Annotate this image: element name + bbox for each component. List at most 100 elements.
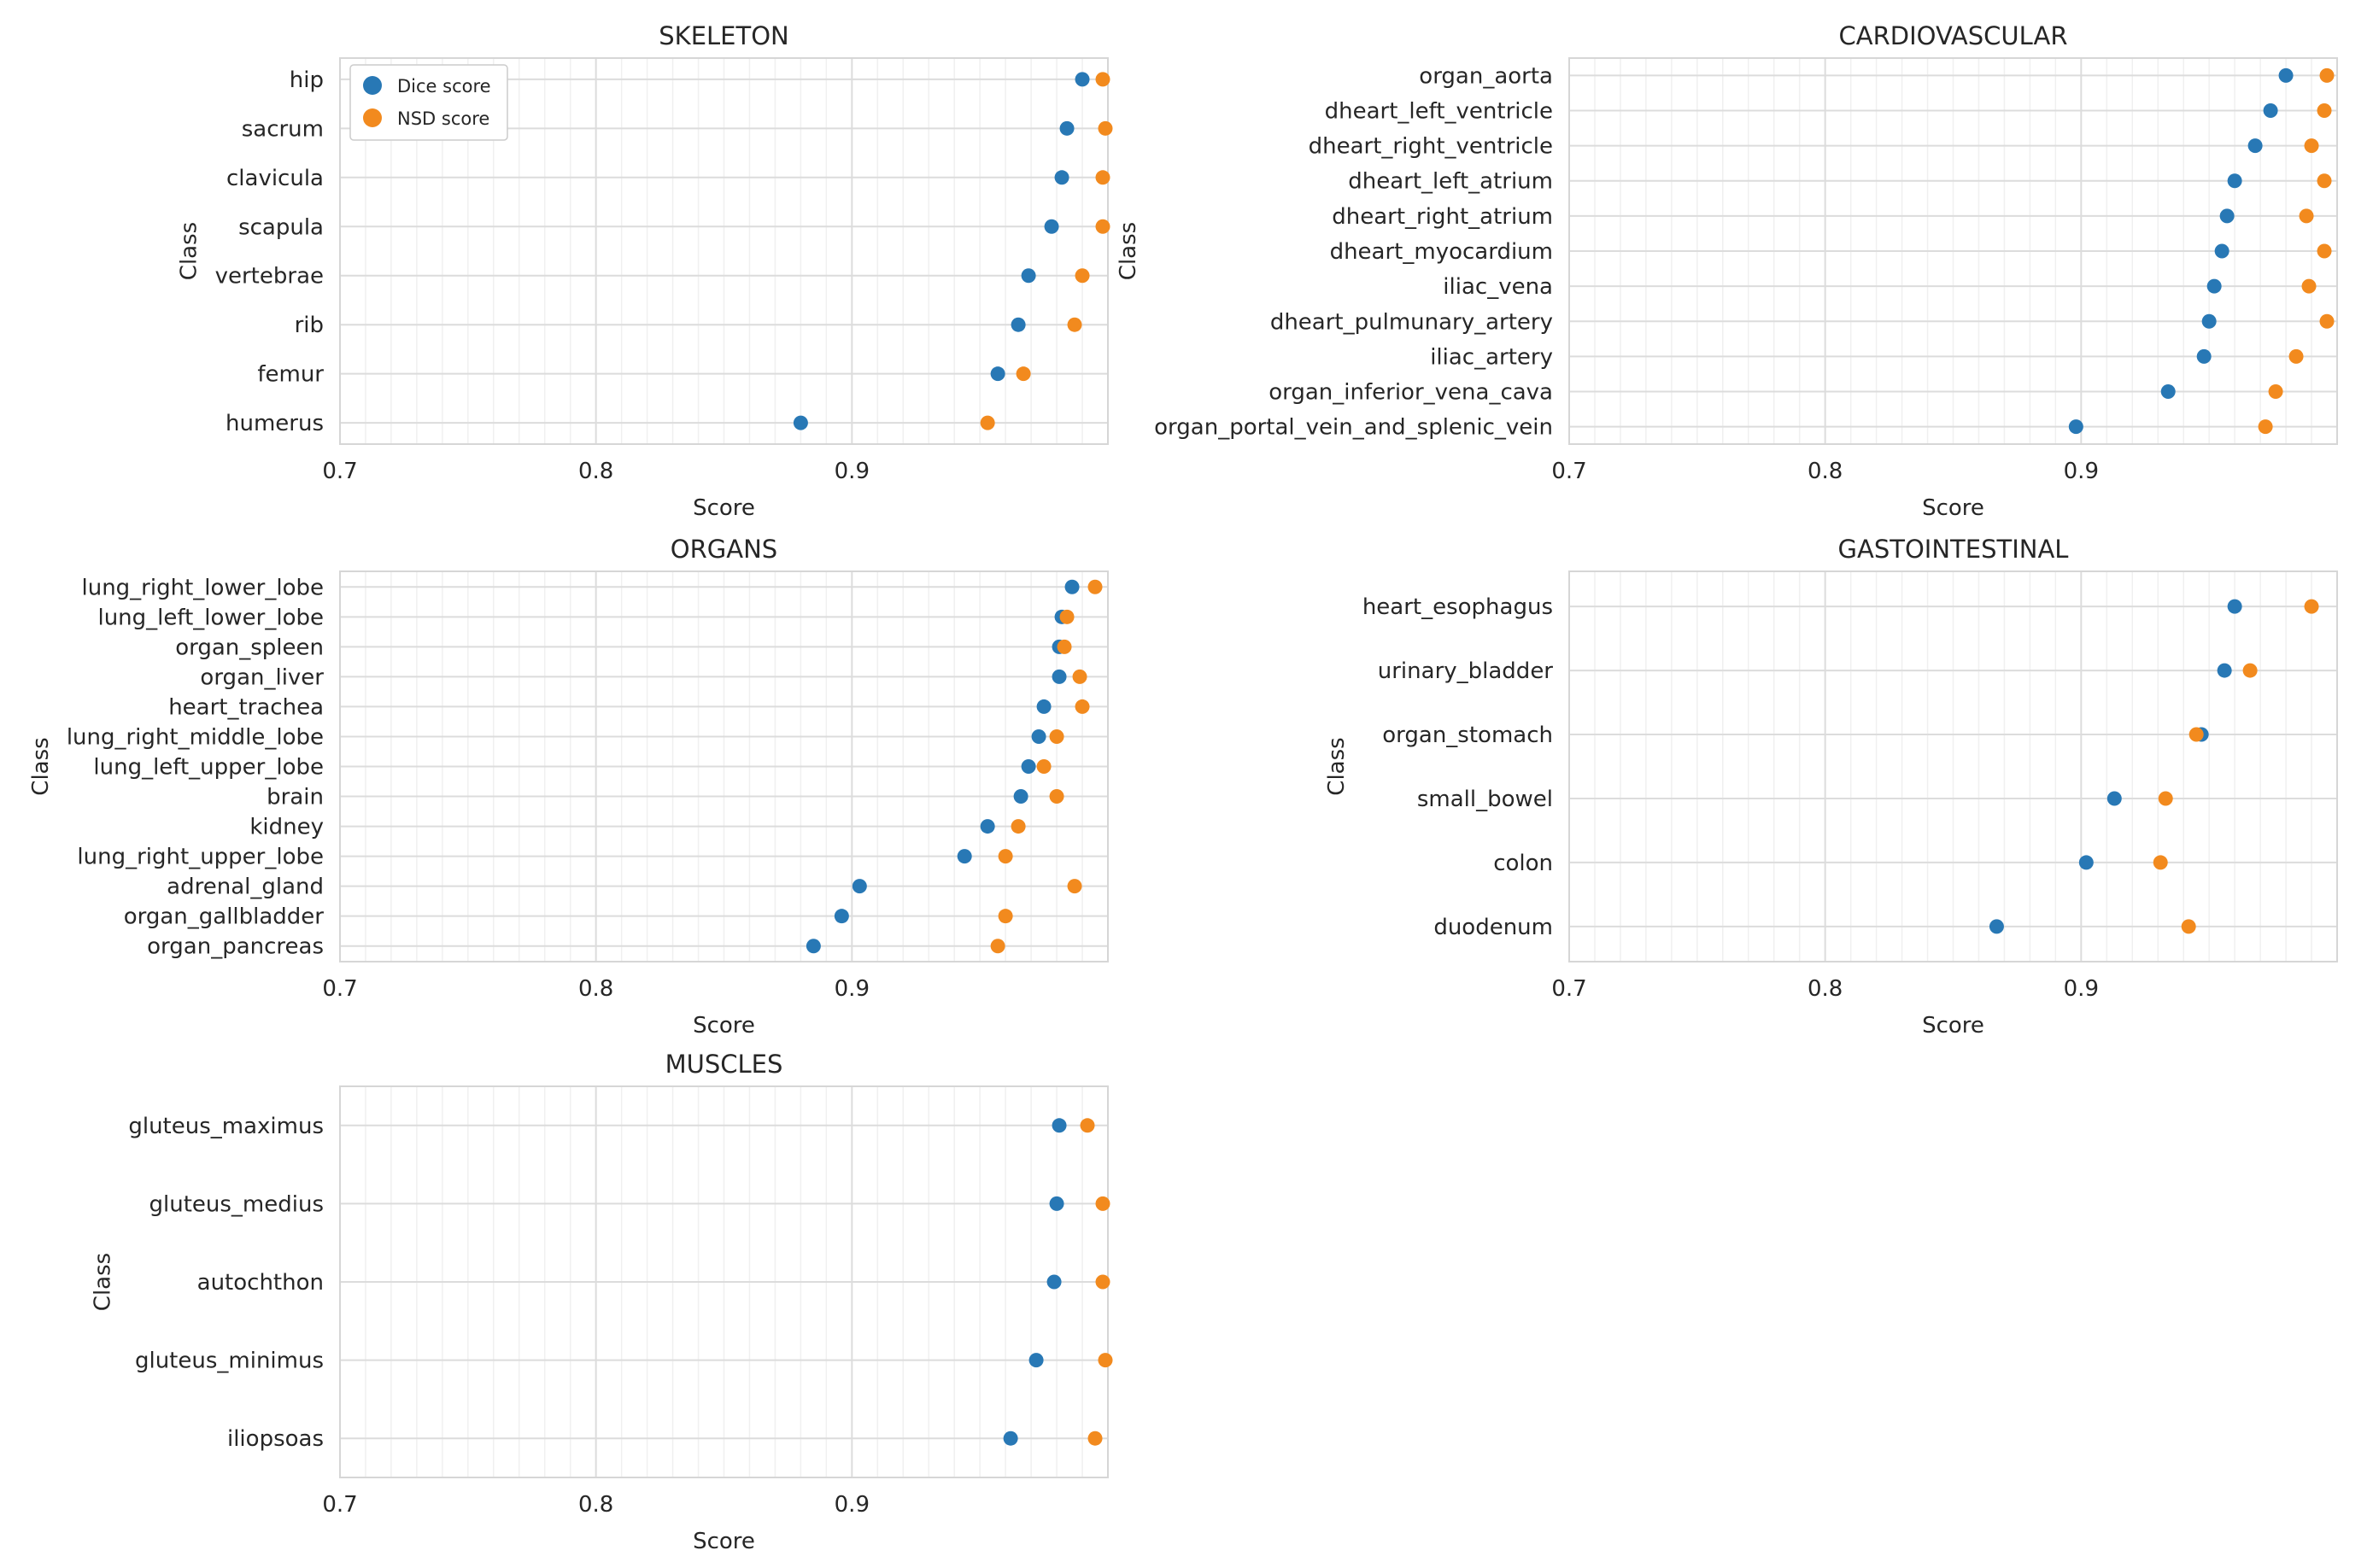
nsd-point-urinary-bladder	[2242, 663, 2258, 678]
nsd-point-autochthon	[1095, 1274, 1110, 1290]
nsd-point-femur	[1016, 366, 1031, 382]
category-label-lung-right-lower-lobe: lung_right_lower_lobe	[82, 575, 325, 600]
dice-point-small-bowel	[2106, 791, 2122, 806]
nsd-point-organ-gallbladder	[998, 909, 1013, 924]
category-label-rib: rib	[295, 313, 324, 338]
dice-point-organ-inferior-vena-cava	[2160, 384, 2176, 400]
category-label-urinary-bladder: urinary_bladder	[1378, 658, 1554, 684]
category-label-organ-gallbladder: organ_gallbladder	[124, 904, 325, 930]
category-label-dheart-myocardium: dheart_myocardium	[1330, 239, 1553, 265]
nsd-point-organ-stomach	[2188, 727, 2204, 742]
panel-title: GASTOINTESTINAL	[1838, 535, 2069, 564]
category-label-gluteus-maximus: gluteus_maximus	[128, 1114, 324, 1139]
dice-point-brain	[1013, 789, 1028, 804]
category-label-organ-pancreas: organ_pancreas	[147, 934, 324, 960]
nsd-point-adrenal-gland	[1067, 879, 1082, 894]
category-label-gluteus-medius: gluteus_medius	[149, 1191, 325, 1217]
dice-point-rib	[1011, 317, 1026, 332]
dice-point-clavicula	[1054, 170, 1069, 185]
dice-point-organ-gallbladder	[834, 909, 849, 924]
x-tick-label: 0.9	[835, 1492, 870, 1518]
nsd-point-lung-left-lower-lobe	[1059, 609, 1075, 624]
category-label-organ-portal-vein-and-splenic-vein: organ_portal_vein_and_splenic_vein	[1154, 415, 1553, 441]
nsd-point-iliac-vena	[2301, 278, 2317, 294]
x-tick-label: 0.9	[835, 976, 870, 1002]
dice-point-humerus	[793, 415, 808, 430]
category-label-organ-spleen: organ_spleen	[175, 635, 324, 660]
nsd-point-organ-liver	[1072, 669, 1087, 684]
dice-point-duodenum	[1989, 919, 2004, 934]
legend-box	[349, 64, 508, 141]
category-label-humerus: humerus	[226, 411, 324, 436]
x-tick-label: 0.7	[1551, 976, 1586, 1002]
nsd-point-gluteus-minimus	[1098, 1353, 1113, 1368]
y-axis-label: Class	[1324, 737, 1350, 795]
category-label-sacrum: sacrum	[242, 116, 324, 142]
category-label-dheart-right-atrium: dheart_right_atrium	[1332, 204, 1553, 230]
dice-point-gluteus-medius	[1049, 1196, 1064, 1211]
panel-skeleton: SKELETON 0.7 0.8 0.9 Score hip sacrum clavicula…	[177, 21, 1113, 521]
legend-dice-marker	[363, 76, 382, 95]
y-axis-label: Class	[177, 222, 202, 280]
category-label-dheart-left-ventricle: dheart_left_ventricle	[1325, 98, 1553, 124]
dice-point-scapula	[1044, 219, 1059, 234]
panel-gastointestinal: GASTOINTESTINAL 0.7 0.8 0.9 Score heart_esoph…	[1324, 535, 2338, 1039]
category-label-organ-inferior-vena-cava: organ_inferior_vena_cava	[1269, 380, 1553, 406]
nsd-point-iliac-artery	[2288, 348, 2304, 364]
x-tick-label: 0.8	[578, 1492, 613, 1518]
dice-point-dheart-right-atrium	[2219, 208, 2235, 224]
nsd-point-lung-right-middle-lobe	[1049, 728, 1064, 744]
dice-point-heart-trachea	[1036, 699, 1052, 714]
plot-frame	[1568, 570, 2338, 962]
category-label-brain: brain	[267, 785, 324, 810]
nsd-point-brain	[1049, 789, 1064, 804]
category-label-hip: hip	[290, 67, 324, 93]
category-label-iliac-vena: iliac_vena	[1443, 274, 1553, 300]
category-label-femur: femur	[257, 362, 324, 388]
nsd-point-dheart-right-ventricle	[2304, 138, 2319, 154]
dice-point-iliac-vena	[2206, 278, 2222, 294]
panel-muscles: MUSCLES 0.7 0.8 0.9 Score gluteus_maximusglut…	[90, 1050, 1113, 1554]
legend-nsd-marker	[363, 108, 382, 127]
nsd-point-organ-pancreas	[990, 939, 1005, 954]
x-axis-label: Score	[693, 1013, 755, 1039]
legend-nsd-label: NSD score	[397, 108, 489, 129]
x-tick-label: 0.8	[578, 976, 613, 1002]
panel-title: ORGANS	[671, 535, 777, 564]
category-label-duodenum: duodenum	[1433, 915, 1553, 940]
dice-point-gluteus-minimus	[1028, 1353, 1044, 1368]
category-label-organ-stomach: organ_stomach	[1382, 723, 1553, 748]
panel-title: MUSCLES	[665, 1050, 783, 1079]
nsd-point-duodenum	[2181, 919, 2196, 934]
x-tick-label: 0.8	[1808, 976, 1843, 1002]
dice-point-kidney	[980, 819, 995, 834]
category-label-iliac-artery: iliac_artery	[1430, 344, 1553, 370]
nsd-point-iliopsoas	[1087, 1431, 1103, 1446]
nsd-point-scapula	[1095, 219, 1110, 234]
x-tick-label: 0.7	[322, 976, 357, 1002]
x-tick-label: 0.9	[835, 459, 870, 484]
x-tick-label: 0.7	[322, 1492, 357, 1518]
dice-point-heart-esophagus	[2227, 599, 2242, 614]
x-axis-label: Score	[1922, 495, 1984, 521]
nsd-point-small-bowel	[2158, 791, 2173, 806]
y-axis-label: Class	[28, 737, 54, 795]
category-label-lung-left-upper-lobe: lung_left_upper_lobe	[93, 755, 324, 781]
panel-title: SKELETON	[659, 21, 788, 50]
dice-point-iliopsoas	[1003, 1431, 1018, 1446]
dice-point-urinary-bladder	[2217, 663, 2232, 678]
x-axis-label: Score	[693, 495, 755, 521]
nsd-point-kidney	[1011, 819, 1026, 834]
nsd-point-dheart-left-ventricle	[2317, 102, 2332, 118]
nsd-point-heart-esophagus	[2304, 599, 2319, 614]
legend: Dice score NSD score	[349, 64, 508, 141]
nsd-point-organ-aorta	[2319, 67, 2335, 83]
dice-point-dheart-left-ventricle	[2263, 102, 2278, 118]
x-tick-label: 0.8	[1808, 459, 1843, 484]
dice-point-lung-left-upper-lobe	[1021, 759, 1036, 774]
plot-frame	[339, 57, 1109, 445]
category-label-iliopsoas: iliopsoas	[227, 1426, 324, 1452]
category-label-lung-left-lower-lobe: lung_left_lower_lobe	[97, 605, 324, 630]
dice-point-dheart-left-atrium	[2227, 173, 2242, 189]
nsd-point-heart-trachea	[1075, 699, 1090, 714]
